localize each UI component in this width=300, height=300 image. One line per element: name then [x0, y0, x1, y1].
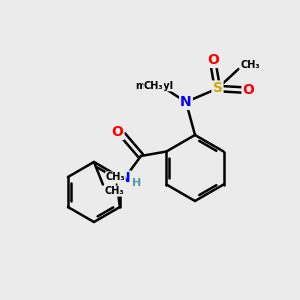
Text: N: N — [118, 172, 130, 185]
Text: O: O — [112, 125, 124, 139]
Text: methyl: methyl — [135, 80, 174, 91]
Text: S: S — [212, 82, 223, 95]
Text: CH₃: CH₃ — [106, 172, 125, 182]
Text: CH₃: CH₃ — [144, 81, 164, 91]
Text: O: O — [242, 83, 254, 97]
Text: CH₃: CH₃ — [240, 60, 260, 70]
Text: N: N — [180, 95, 192, 109]
Text: O: O — [207, 53, 219, 67]
Text: CH₃: CH₃ — [104, 186, 124, 196]
Text: H: H — [132, 178, 142, 188]
